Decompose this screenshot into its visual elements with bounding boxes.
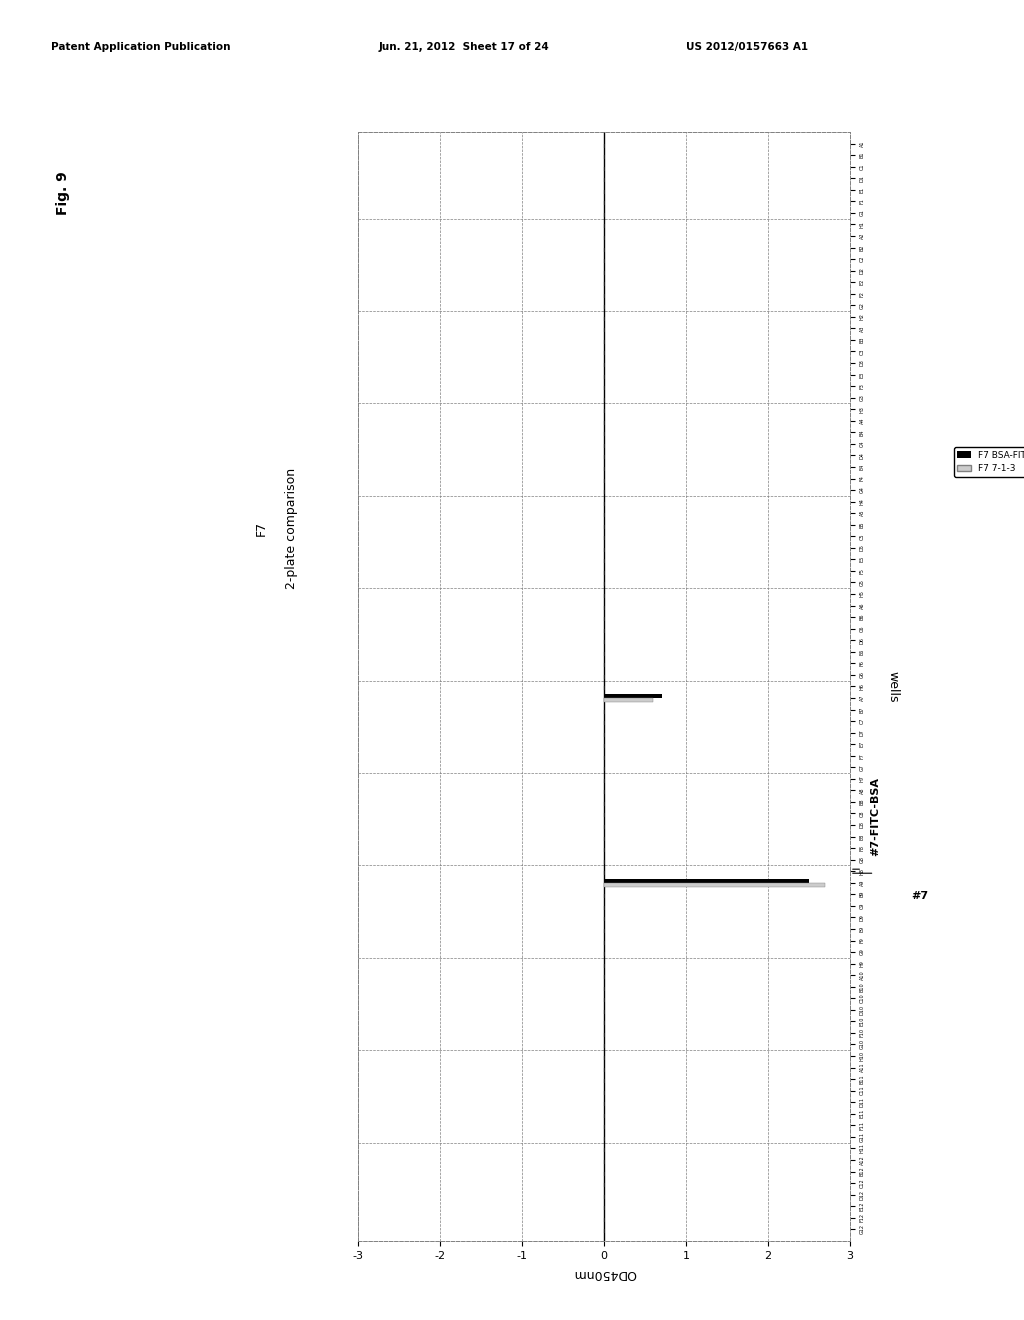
Bar xyxy=(604,694,662,698)
X-axis label: OD450nm: OD450nm xyxy=(572,1267,636,1280)
Text: Jun. 21, 2012  Sheet 17 of 24: Jun. 21, 2012 Sheet 17 of 24 xyxy=(379,42,550,53)
Bar xyxy=(604,698,653,702)
Text: Patent Application Publication: Patent Application Publication xyxy=(51,42,230,53)
Text: Fig. 9: Fig. 9 xyxy=(56,172,71,215)
Text: F7: F7 xyxy=(255,520,267,536)
Text: #7: #7 xyxy=(911,891,929,900)
Y-axis label: wells: wells xyxy=(887,671,899,702)
Text: US 2012/0157663 A1: US 2012/0157663 A1 xyxy=(686,42,808,53)
Bar xyxy=(604,883,825,887)
Legend: F7 BSA-FITC+7-1-3, F7 7-1-3: F7 BSA-FITC+7-1-3, F7 7-1-3 xyxy=(953,447,1024,477)
Text: 2-plate comparison: 2-plate comparison xyxy=(286,467,298,589)
Text: #7-FITC-BSA: #7-FITC-BSA xyxy=(870,777,881,855)
Bar xyxy=(604,879,809,883)
